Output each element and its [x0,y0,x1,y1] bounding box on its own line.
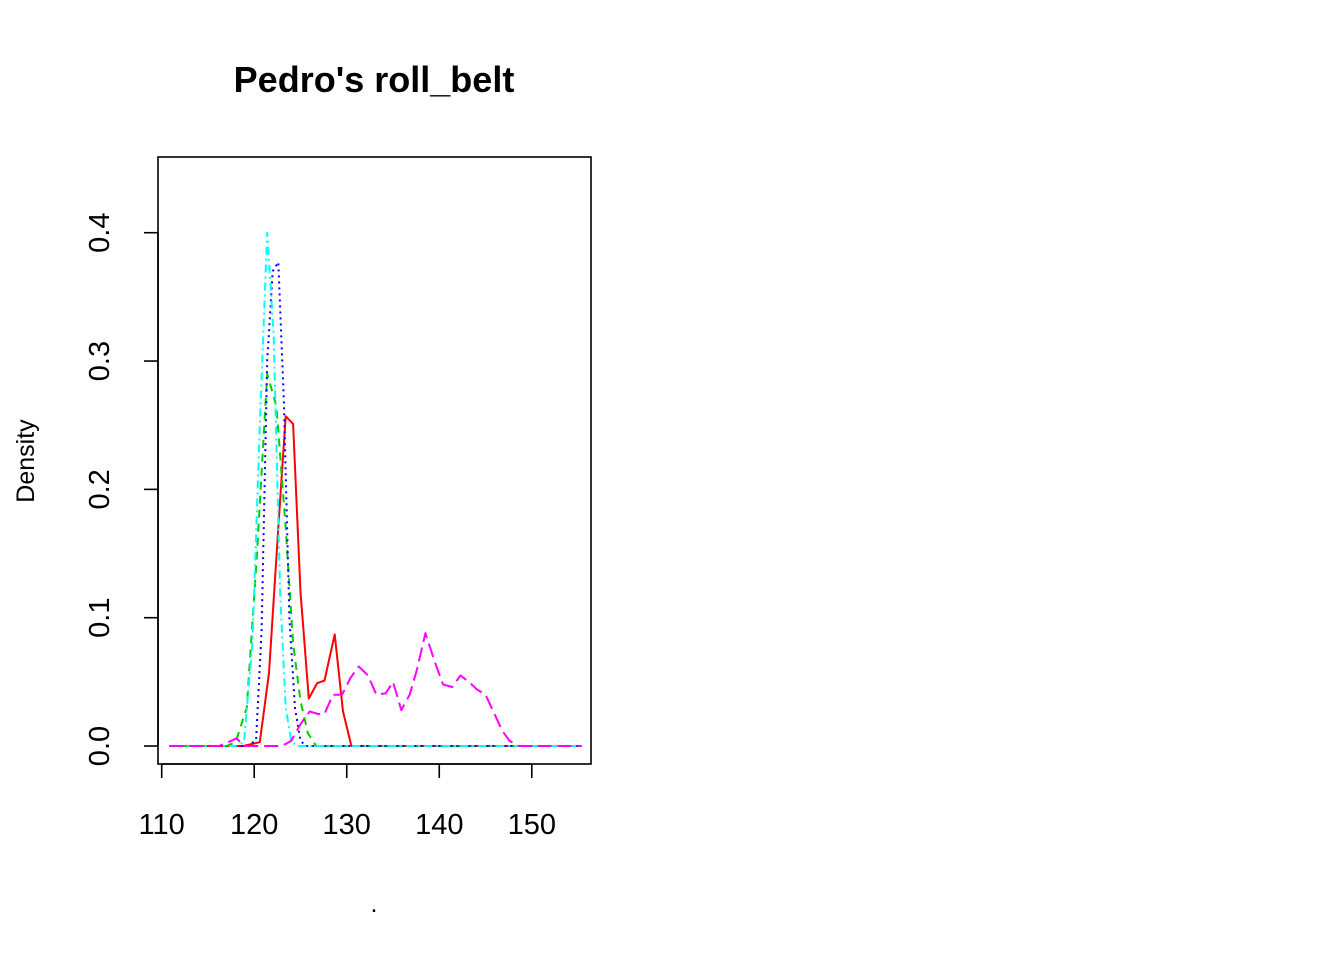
x-tick-label: 140 [415,809,463,841]
density-series-line-2 [169,372,582,747]
chart-title: Pedro's roll_belt [234,59,515,100]
y-tick-label: 0.4 [84,213,116,253]
y-axis-label: Density [12,419,40,503]
y-tick-label: 0.3 [84,341,116,381]
y-tick-label: 0.1 [84,598,116,638]
x-axis: 110 120 130 140 150 [139,763,556,841]
x-tick-label: 120 [230,809,278,841]
density-series-line-5 [169,632,582,747]
x-tick-label: 110 [139,809,185,841]
x-tick-label: 130 [323,809,371,841]
y-tick-label: 0.0 [84,726,116,766]
density-lines [169,231,582,747]
y-axis: 0.0 0.1 0.2 0.3 0.4 [84,213,159,766]
density-series-line-4 [169,231,582,747]
x-tick-label: 150 [508,809,556,841]
x-axis-label: . [371,890,378,918]
y-tick-label: 0.2 [84,469,116,509]
density-series-line-1 [169,415,582,747]
